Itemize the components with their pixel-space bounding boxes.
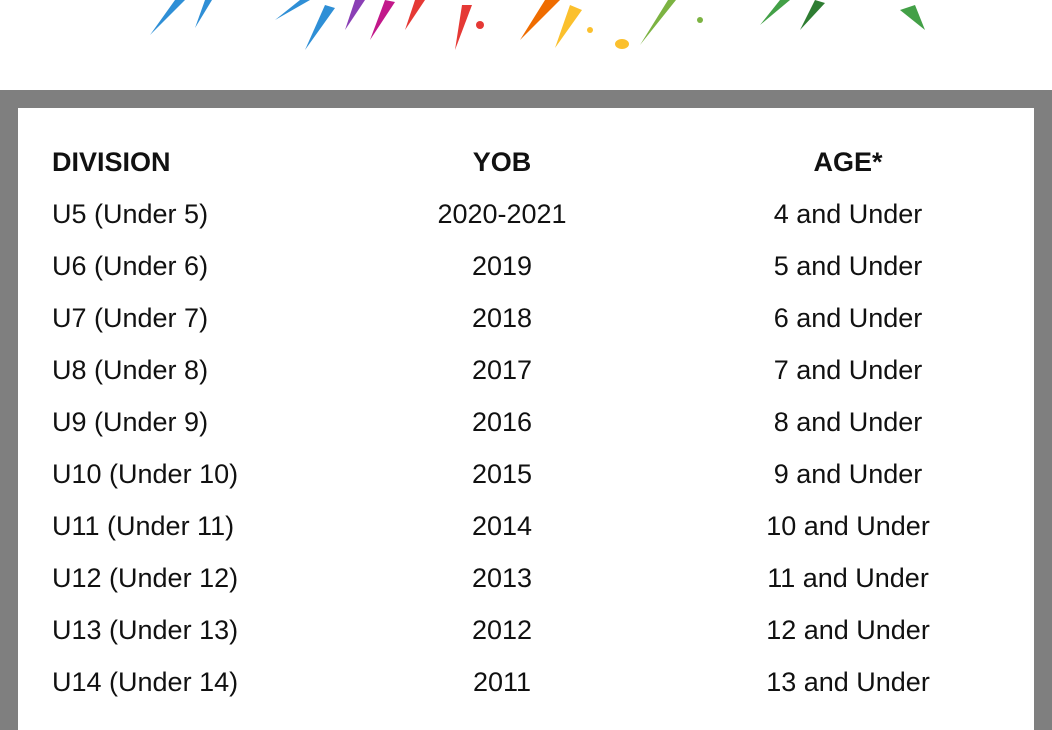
column-header: YOB xyxy=(473,145,532,179)
table-cell: 2012 xyxy=(472,613,532,647)
table-cell: U8 (Under 8) xyxy=(52,353,208,387)
table-cell: U12 (Under 12) xyxy=(52,561,238,595)
table-cell: 2018 xyxy=(472,301,532,335)
table-cell: 8 and Under xyxy=(774,405,923,439)
table-cell: 2019 xyxy=(472,249,532,283)
table-cell: U14 (Under 14) xyxy=(52,665,238,699)
table-cell: 2016 xyxy=(472,405,532,439)
table-cell: U6 (Under 6) xyxy=(52,249,208,283)
table-cell: U9 (Under 9) xyxy=(52,405,208,439)
table-cell: U7 (Under 7) xyxy=(52,301,208,335)
table-cell: U13 (Under 13) xyxy=(52,613,238,647)
table-cell: 9 and Under xyxy=(774,457,923,491)
table-cell: 12 and Under xyxy=(766,613,930,647)
page: {"table": { "columns": ["DIVISION", "YOB… xyxy=(0,0,1052,686)
column-header: DIVISION xyxy=(52,145,171,179)
table-cell: 7 and Under xyxy=(774,353,923,387)
table-cell: 2014 xyxy=(472,509,532,543)
table-cell: 2011 xyxy=(473,665,531,699)
table-cell: U5 (Under 5) xyxy=(52,197,208,231)
table-cell: U10 (Under 10) xyxy=(52,457,238,491)
table-cell: 5 and Under xyxy=(774,249,923,283)
table-cell: 2017 xyxy=(472,353,532,387)
table-cell: 6 and Under xyxy=(774,301,923,335)
paint-splash xyxy=(0,0,1052,70)
table-cell: 13 and Under xyxy=(766,665,930,699)
table-cell: 2013 xyxy=(472,561,532,595)
table-cell: 11 and Under xyxy=(767,561,929,595)
table-cell: U11 (Under 11) xyxy=(52,509,234,543)
table-cell: 2015 xyxy=(472,457,532,491)
table-cell: 2020-2021 xyxy=(437,197,566,231)
column-header: AGE* xyxy=(813,145,882,179)
table-cell: 4 and Under xyxy=(774,197,923,231)
table-cell: 10 and Under xyxy=(766,509,930,543)
